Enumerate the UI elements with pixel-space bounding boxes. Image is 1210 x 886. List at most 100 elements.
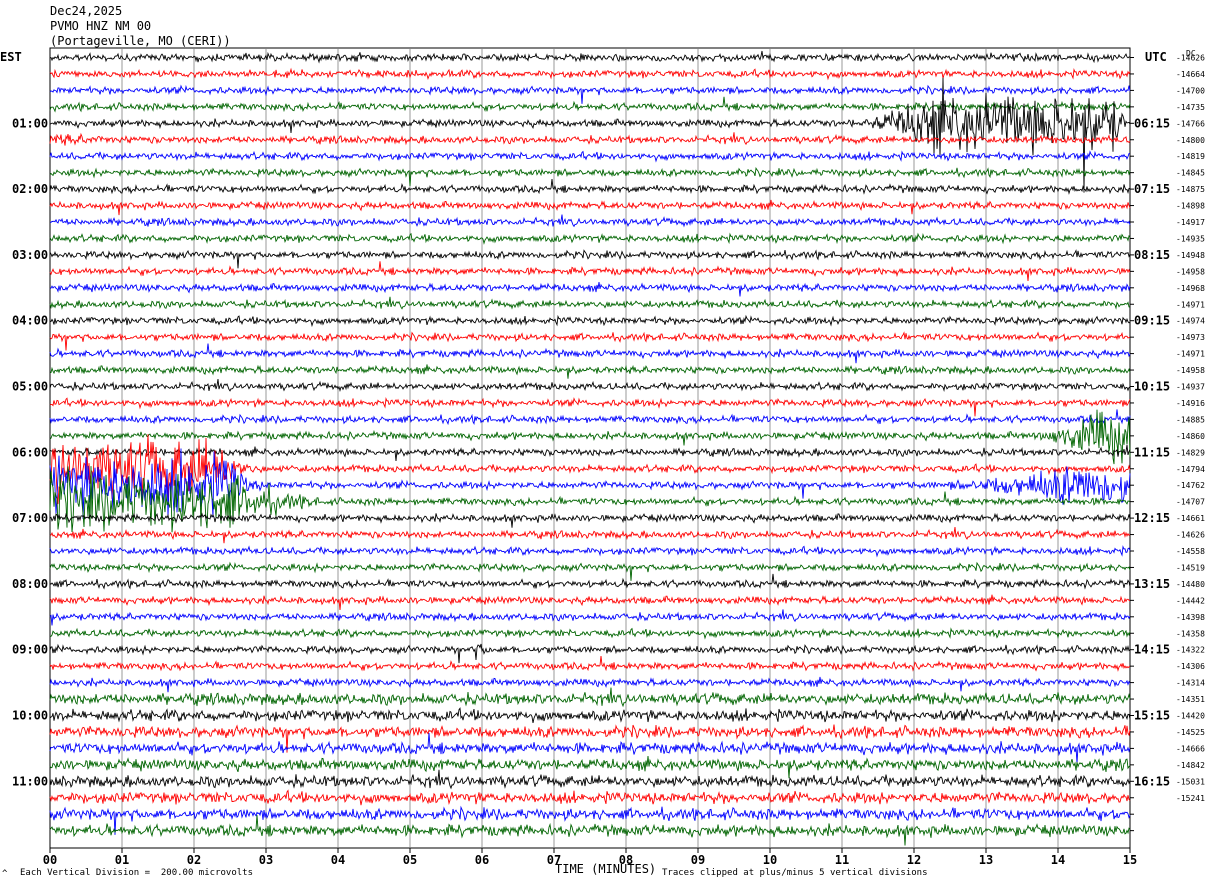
- dc-offset-label: -14794: [1176, 465, 1205, 474]
- dc-offset-label: -14358: [1176, 629, 1205, 638]
- dc-offset-label: -14845: [1176, 169, 1205, 178]
- dc-offset-label: -14351: [1176, 695, 1205, 704]
- dc-offset-label: -14420: [1176, 712, 1205, 721]
- trace-line: [49, 707, 1131, 723]
- x-tick-label: 09: [691, 853, 705, 867]
- clip-note: Traces clipped at plus/minus 5 vertical …: [662, 868, 928, 878]
- x-tick-label: 08: [619, 853, 633, 867]
- dc-offset-label: -14707: [1176, 498, 1205, 507]
- left-hour-label: 10:00: [12, 709, 48, 723]
- dc-offset-label: -14819: [1176, 152, 1205, 161]
- dc-offset-label: -14442: [1176, 596, 1205, 605]
- trace-line: [49, 594, 1131, 610]
- dc-offset-label: -14971: [1176, 350, 1205, 359]
- dc-offset-label: -14974: [1176, 317, 1205, 326]
- trace-line: [49, 96, 1131, 113]
- x-tick-label: 11: [835, 853, 849, 867]
- right-hour-label: 06:15: [1134, 116, 1170, 130]
- dc-offset-label: -14666: [1176, 744, 1205, 753]
- trace-line: [49, 656, 1131, 672]
- dc-offset-label: -14525: [1176, 728, 1205, 737]
- trace-line: [49, 609, 1131, 626]
- left-hour-label: 08:00: [12, 577, 48, 591]
- dc-offset-label: -14958: [1176, 366, 1205, 375]
- x-tick-label: 01: [115, 853, 129, 867]
- dc-label: DC: [1186, 49, 1196, 58]
- dc-offset-label: -14842: [1176, 761, 1205, 770]
- trace-line: [49, 805, 1131, 835]
- trace-line: [49, 444, 1131, 462]
- left-hour-label: 04:00: [12, 314, 48, 328]
- dc-offset-label: -15031: [1176, 777, 1205, 786]
- x-tick-label: 05: [403, 853, 417, 867]
- trace-line: [49, 84, 1131, 104]
- trace-line: [49, 282, 1131, 297]
- dc-offset-label: -14558: [1176, 547, 1205, 556]
- trace-line: [49, 687, 1131, 708]
- trace-line: [49, 573, 1131, 590]
- trace-line: [49, 527, 1131, 544]
- x-axis-label: TIME (MINUTES): [555, 862, 657, 876]
- trace-line: [49, 249, 1131, 269]
- scale-note: Each Vertical Division = 200.00 microvol…: [20, 868, 253, 878]
- x-tick-label: 00: [43, 853, 57, 867]
- dc-offset-label: -14661: [1176, 514, 1205, 523]
- right-hour-label: 12:15: [1134, 511, 1170, 525]
- dc-offset-label: -14480: [1176, 580, 1205, 589]
- dc-offset-label: -14626: [1176, 531, 1205, 540]
- right-hour-label: 15:15: [1134, 709, 1170, 723]
- dc-offset-label: -14398: [1176, 613, 1205, 622]
- left-timezone-label: EST: [0, 50, 22, 64]
- trace-line: [49, 769, 1131, 790]
- left-hour-label: 05:00: [12, 380, 48, 394]
- trace-line: [49, 232, 1131, 245]
- dc-offset-label: -14885: [1176, 415, 1205, 424]
- trace-line: [49, 379, 1131, 392]
- dc-offset-label: -14766: [1176, 119, 1205, 128]
- trace-line: [49, 627, 1131, 640]
- right-timezone-label: UTC: [1145, 50, 1167, 64]
- location-label: (Portageville, MO (CERI)): [50, 34, 231, 48]
- right-hour-label: 13:15: [1134, 577, 1170, 591]
- dc-offset-label: -14306: [1176, 662, 1205, 671]
- right-hour-label: 10:15: [1134, 380, 1170, 394]
- trace-line: [49, 815, 1131, 846]
- x-tick-label: 10: [763, 853, 777, 867]
- dc-offset-label: -14664: [1176, 70, 1205, 79]
- x-tick-label: 13: [979, 853, 993, 867]
- dc-offset-label: -14860: [1176, 432, 1205, 441]
- left-hour-label: 06:00: [12, 445, 48, 459]
- left-hour-label: 01:00: [12, 116, 48, 130]
- trace-line: [49, 50, 1131, 64]
- right-hour-label: 07:15: [1134, 182, 1170, 196]
- trace-line: [49, 179, 1131, 195]
- trace-line: [49, 314, 1131, 328]
- corner-mark: ^: [2, 869, 8, 879]
- dc-offset-label: -14916: [1176, 399, 1205, 408]
- left-hour-label: 11:00: [12, 774, 48, 788]
- right-hour-label: 14:15: [1134, 643, 1170, 657]
- trace-line: [49, 296, 1131, 310]
- right-hour-label: 09:15: [1134, 314, 1170, 328]
- trace-line: [49, 331, 1131, 351]
- trace-line: [49, 789, 1131, 806]
- dc-offset-label: -14958: [1176, 267, 1205, 276]
- dc-offset-label: -14762: [1176, 481, 1205, 490]
- trace-line: [49, 724, 1131, 753]
- trace-line: [49, 261, 1131, 281]
- trace-line: [49, 561, 1131, 581]
- plot-frame: [49, 47, 1131, 849]
- left-hour-label: 07:00: [12, 511, 48, 525]
- dc-offset-label: -14917: [1176, 218, 1205, 227]
- trace-line: [49, 643, 1131, 664]
- trace-line: [49, 676, 1131, 693]
- right-hour-label: 08:15: [1134, 248, 1170, 262]
- dc-offset-label: -14322: [1176, 646, 1205, 655]
- trace-line: [49, 77, 1131, 193]
- dc-offset-label: -14829: [1176, 448, 1205, 457]
- station-label: PVMO HNZ NM 00: [50, 19, 152, 33]
- dc-offset-label: -14973: [1176, 333, 1205, 342]
- trace-line: [49, 199, 1131, 216]
- dc-offset-label: -14735: [1176, 103, 1205, 112]
- dc-offset-label: -14800: [1176, 136, 1205, 145]
